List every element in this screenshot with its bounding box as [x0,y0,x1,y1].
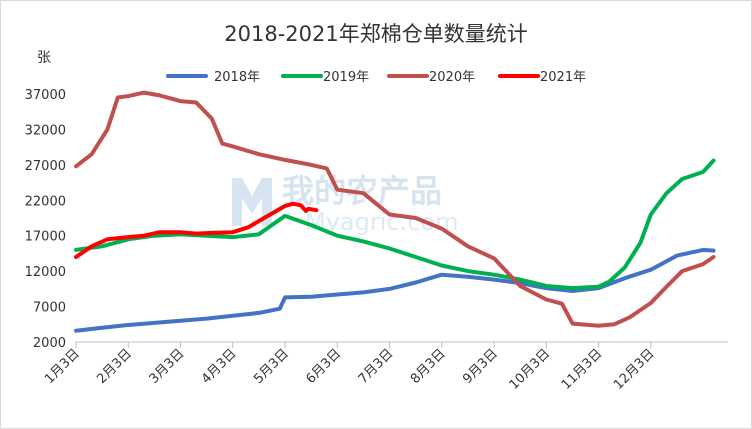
y-axis-unit: 张 [37,50,51,66]
legend-label: 2020年 [429,70,475,85]
y-tick-label: 12000 [25,265,66,280]
series-line-2021年 [74,201,319,259]
watermark-m-icon [232,178,272,226]
legend-label: 2018年 [214,70,260,85]
y-tick-label: 37000 [25,88,66,103]
legend-label: 2019年 [323,70,369,85]
y-tick-label: 22000 [25,194,66,209]
series-lines [74,90,716,333]
y-tick-label: 17000 [25,230,66,245]
chart-title: 2018-2021年郑棉仓单数量统计 [224,22,527,46]
y-axis: 2000 7000 12000 17000 22000 27000 32000 37000 [25,88,66,351]
y-tick-label: 7000 [33,301,66,316]
series-line-2019年 [74,158,716,291]
series-line-2020年 [74,90,716,328]
y-tick-label: 2000 [33,336,66,351]
y-tick-label: 27000 [25,159,66,174]
legend: 2018年 2019年 2020年 2021年 [166,70,586,85]
legend-label: 2021年 [540,70,586,85]
series-line-2018年 [74,247,716,333]
y-tick-label: 32000 [25,123,66,138]
